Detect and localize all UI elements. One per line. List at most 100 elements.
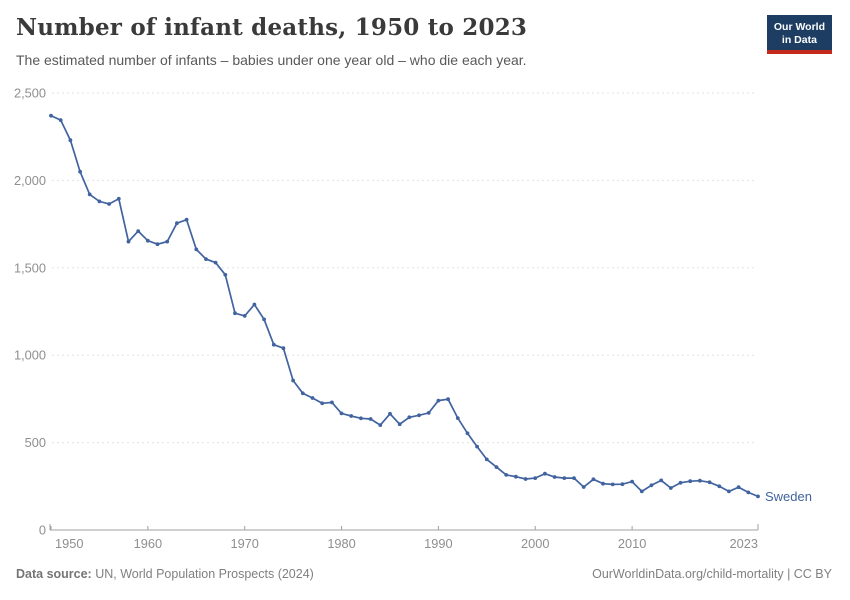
data-point (581, 485, 586, 489)
x-axis: 1950 1960 1970 1980 1990 2000 2010 2023 (49, 524, 759, 551)
data-point (107, 202, 111, 206)
data-point (552, 475, 557, 479)
data-point (155, 242, 160, 247)
data-source-label: Data source: (16, 567, 92, 581)
data-point (698, 478, 702, 483)
data-point (484, 457, 489, 462)
data-point (465, 431, 470, 436)
data-point (291, 378, 295, 383)
data-point (688, 479, 693, 484)
y-tick-label: 500 (25, 435, 46, 450)
data-point (668, 486, 673, 490)
data-point (204, 257, 208, 261)
data-source-note: Data source: UN, World Population Prospe… (16, 567, 314, 581)
data-point (97, 199, 102, 204)
data-point (368, 417, 373, 421)
owid-logo[interactable]: Our World in Data (766, 15, 832, 55)
series-sweden[interactable] (49, 113, 760, 499)
data-point (116, 196, 121, 201)
data-point (591, 477, 596, 482)
data-point (126, 239, 131, 244)
data-point (523, 477, 528, 481)
data-point (359, 416, 363, 421)
data-point (475, 444, 479, 449)
data-point (184, 217, 189, 222)
entity-label[interactable]: Sweden (765, 489, 812, 504)
data-point (630, 479, 634, 484)
data-point (504, 473, 509, 477)
y-tick-label: 2,000 (14, 173, 46, 188)
data-point (349, 414, 354, 418)
y-tick-label: 1,000 (14, 348, 46, 363)
data-point (746, 490, 751, 495)
data-point (388, 411, 392, 416)
citation-link[interactable]: OurWorldinData.org/child-mortality | CC … (592, 567, 832, 581)
data-point (397, 422, 402, 427)
x-tick-label: 1980 (327, 536, 355, 551)
data-point (339, 411, 344, 416)
data-point (514, 474, 518, 479)
data-point (736, 485, 741, 490)
y-tick-label: 0 (39, 523, 46, 538)
data-point (639, 489, 644, 494)
data-point (78, 169, 82, 174)
data-point (494, 465, 499, 469)
data-point (252, 302, 257, 307)
y-axis: 0 500 1,000 1,500 2,000 2,500 (14, 86, 757, 538)
data-point (436, 398, 441, 403)
data-point (533, 476, 538, 480)
data-point (417, 413, 421, 418)
data-point (707, 480, 712, 485)
data-point (223, 272, 228, 277)
data-point (727, 489, 731, 494)
data-line (50, 114, 759, 498)
data-point (145, 238, 150, 243)
data-point (601, 481, 605, 486)
x-tick-label: 2023 (730, 536, 758, 551)
x-tick-label: 2010 (618, 536, 646, 551)
x-tick-label: 1970 (230, 536, 258, 551)
data-point (213, 260, 218, 265)
y-tick-label: 1,500 (14, 260, 46, 275)
data-point (300, 391, 305, 396)
data-point (678, 480, 683, 485)
data-point (455, 416, 460, 420)
data-source-value: UN, World Population Prospects (2024) (91, 567, 314, 581)
data-point (330, 400, 334, 405)
data-point (281, 346, 286, 351)
y-tick-label: 2,500 (14, 86, 46, 101)
chart-footer: Data source: UN, World Population Prospe… (16, 567, 832, 581)
data-point (175, 221, 179, 226)
data-point (194, 247, 199, 252)
x-tick-label: 2000 (521, 536, 549, 551)
data-point (446, 397, 450, 402)
data-point (562, 476, 567, 480)
data-point (49, 113, 53, 118)
data-point (407, 415, 412, 420)
data-point (572, 476, 576, 480)
chart-subtitle: The estimated number of infants – babies… (16, 52, 527, 68)
data-point (320, 401, 325, 406)
owid-logo-line1: Our World (773, 21, 825, 33)
data-point (659, 478, 664, 483)
data-point (378, 423, 383, 427)
x-tick-label: 1950 (55, 536, 83, 551)
x-tick-label: 1990 (424, 536, 452, 551)
x-tick-label: 1960 (134, 536, 162, 551)
data-point (717, 484, 722, 489)
data-point (233, 311, 237, 316)
data-point (262, 317, 266, 322)
data-point (271, 342, 276, 347)
data-point (426, 411, 431, 415)
data-point (68, 138, 73, 143)
data-point (242, 314, 247, 318)
data-point (165, 239, 170, 244)
data-point (620, 482, 625, 487)
data-point (610, 482, 615, 487)
data-point (136, 229, 141, 234)
chart-title: Number of infant deaths, 1950 to 2023 (16, 14, 528, 41)
data-point (87, 192, 92, 197)
data-point (310, 396, 315, 400)
